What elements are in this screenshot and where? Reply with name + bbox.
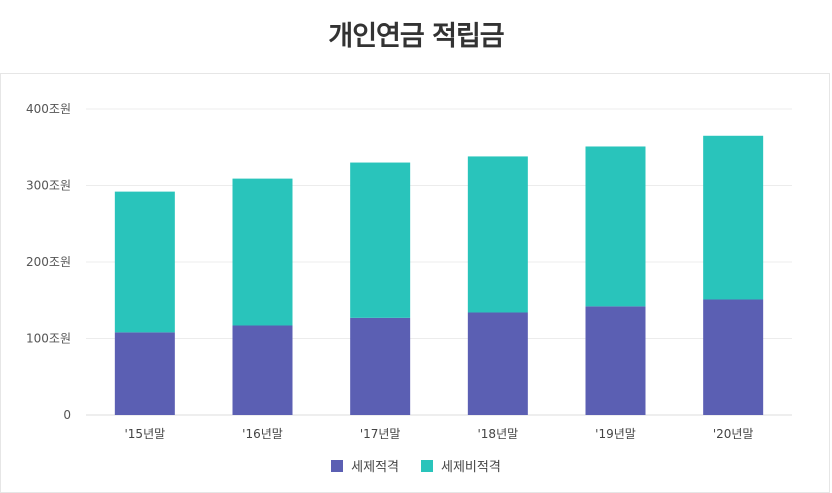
- bar-segment-tax-qualified[interactable]: [703, 299, 764, 415]
- x-tick-label: '15년말: [125, 427, 166, 441]
- bar-segment-tax-qualified[interactable]: [350, 317, 411, 415]
- chart-title: 개인연금 적립금: [328, 21, 504, 52]
- stacked-bar-chart: 0 100조원 200조원 300조원 400조원 '15년말 '16년말 '17년말 '18년…: [26, 102, 792, 441]
- legend-swatch: [421, 459, 434, 472]
- x-tick-label: '20년말: [713, 427, 754, 441]
- bar-segment-tax-qualified[interactable]: [232, 325, 293, 415]
- y-tick-label: 0: [63, 408, 71, 422]
- legend-item-tax-qualified[interactable]: 세제적격: [331, 456, 399, 475]
- x-tick-label: '17년말: [360, 427, 401, 441]
- legend-label: 세제비적격: [441, 460, 501, 475]
- bar-segment-non-tax-qualified[interactable]: [703, 135, 764, 300]
- bar-segment-tax-qualified[interactable]: [114, 332, 175, 415]
- bar-segment-non-tax-qualified[interactable]: [585, 146, 646, 307]
- legend-swatch: [331, 459, 344, 472]
- legend: 세제적격 세제비적격: [0, 456, 832, 475]
- bar-segment-tax-qualified[interactable]: [467, 312, 528, 415]
- bar-segment-non-tax-qualified[interactable]: [232, 178, 293, 326]
- legend-item-non-tax-qualified[interactable]: 세제비적격: [421, 456, 501, 475]
- bar-segment-non-tax-qualified[interactable]: [467, 156, 528, 313]
- bar-segment-tax-qualified[interactable]: [585, 306, 646, 415]
- y-tick-label: 200조원: [26, 255, 71, 269]
- bar-segment-non-tax-qualified[interactable]: [114, 191, 175, 333]
- y-tick-label: 400조원: [26, 102, 71, 116]
- x-tick-label: '19년말: [595, 427, 636, 441]
- x-tick-label: '16년말: [242, 427, 283, 441]
- y-tick-label: 100조원: [26, 332, 71, 346]
- legend-label: 세제적격: [351, 460, 400, 475]
- x-tick-label: '18년말: [478, 427, 519, 441]
- y-tick-label: 300조원: [26, 179, 71, 193]
- bar-segment-non-tax-qualified[interactable]: [350, 162, 411, 318]
